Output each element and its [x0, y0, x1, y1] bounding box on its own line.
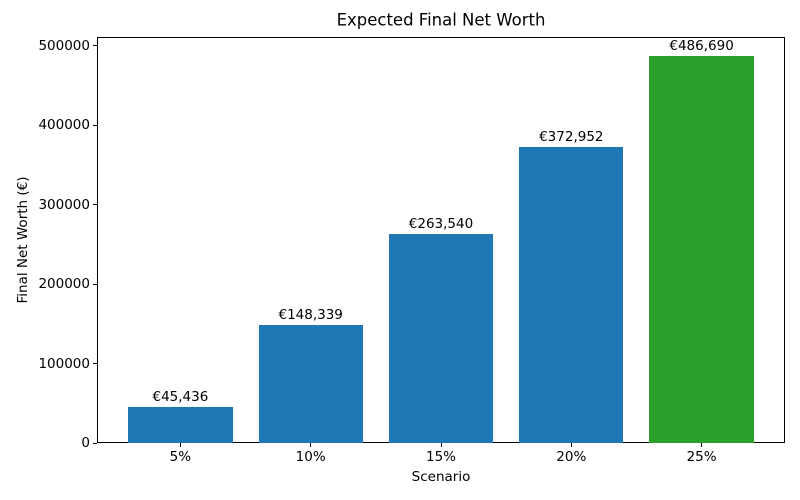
y-tick-label: 200000 — [38, 276, 90, 293]
bar-value-label: €263,540 — [408, 215, 474, 232]
x-tick-mark — [310, 443, 312, 447]
y-tick-label: 500000 — [38, 37, 90, 54]
x-tick-label: 25% — [686, 449, 717, 465]
x-tick-mark — [701, 443, 703, 447]
x-tick-label: 10% — [295, 449, 326, 465]
bar-value-label: €148,339 — [278, 307, 343, 324]
bar-15 — [388, 233, 494, 443]
y-tick-label: 300000 — [38, 196, 90, 213]
x-tick-mark — [570, 443, 572, 447]
chart-title: Expected Final Net Worth — [336, 10, 546, 30]
y-tick-mark — [93, 363, 97, 365]
bar-value-label: €486,690 — [669, 38, 734, 55]
y-tick-label: 400000 — [38, 117, 90, 134]
bar-20 — [519, 146, 624, 443]
bar-value-label: €372,952 — [539, 128, 604, 145]
x-tick-label: 20% — [556, 449, 587, 465]
bar-value-label: €45,436 — [152, 388, 209, 405]
bar-5 — [128, 406, 233, 443]
x-tick-mark — [179, 443, 181, 447]
x-tick-mark — [440, 443, 442, 447]
y-tick-mark — [93, 204, 97, 206]
y-tick-mark — [93, 283, 97, 285]
bar-10 — [258, 325, 363, 443]
y-tick-label: 0 — [81, 435, 90, 451]
x-axis-label: Scenario — [411, 469, 471, 485]
y-tick-mark — [93, 45, 97, 47]
x-tick-label: 15% — [425, 449, 457, 465]
y-tick-mark — [93, 124, 97, 126]
y-tick-label: 100000 — [38, 355, 90, 372]
bar-25 — [649, 56, 754, 443]
y-tick-mark — [93, 442, 97, 444]
x-tick-label: 5% — [169, 449, 192, 465]
